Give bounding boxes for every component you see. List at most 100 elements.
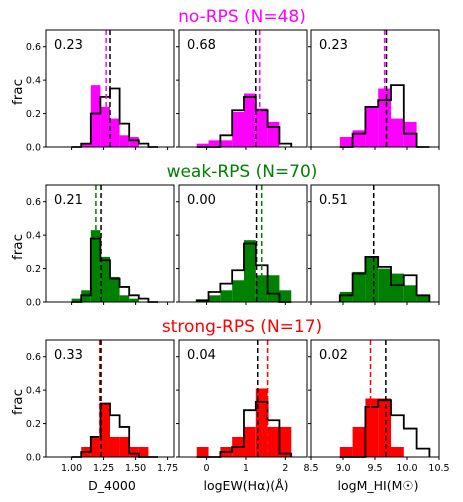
hist-bar — [279, 290, 292, 302]
panel-frame — [178, 184, 308, 303]
hist-bar — [119, 295, 130, 302]
hist-bar — [129, 298, 139, 302]
hist-bar — [255, 388, 268, 457]
hist-bar — [365, 256, 379, 302]
hist-bar — [403, 285, 417, 302]
hist-bar — [391, 273, 404, 302]
x-tick-label: 1.50 — [125, 463, 146, 474]
x-tick-label: 9.5 — [367, 463, 382, 474]
outline-histogram — [196, 400, 293, 458]
x-tick-label: 0 — [204, 463, 210, 474]
hist-bar — [365, 398, 379, 457]
y-tick-label: 0.4 — [26, 231, 41, 242]
panel-r2-c2: 0.02 8.5 9.0 9.5 10.0 10.5 — [303, 339, 450, 474]
hist-bar — [100, 403, 110, 457]
x-tick-label: 9.0 — [335, 463, 350, 474]
hist-bar — [129, 446, 139, 457]
hist-bar — [352, 271, 366, 302]
panel-grid: 0.230.00.20.40.6 0.68 0.230.210.00.20.40.6… — [26, 29, 450, 474]
panel-frame — [45, 29, 175, 148]
outline-histogram — [71, 237, 158, 303]
p-value-label: 0.00 — [187, 193, 216, 208]
hist-bar — [243, 240, 256, 302]
outline-histogram — [339, 84, 430, 148]
y-tick-label: 0.6 — [26, 42, 41, 53]
hist-bar — [232, 111, 244, 147]
panel-frame — [45, 184, 175, 303]
hist-bar — [378, 268, 391, 302]
hist-bar — [339, 291, 353, 302]
row-title-0: no-RPS (N=48) — [178, 7, 306, 27]
hist-bar — [365, 106, 379, 147]
x-tick-label: 2 — [282, 463, 288, 474]
hist-bar — [352, 426, 366, 457]
x-axis-label-d4000: D_4000 — [88, 478, 136, 493]
hist-bar — [208, 140, 221, 147]
hist-bar — [71, 298, 82, 302]
p-value-label: 0.02 — [319, 348, 348, 363]
p-value-label: 0.04 — [187, 348, 216, 363]
hist-bar — [208, 295, 221, 302]
outline-histogram — [339, 399, 431, 458]
outline-histogram — [71, 402, 158, 458]
y-tick-label: 0.4 — [26, 386, 41, 397]
hist-bar — [255, 108, 268, 147]
y-axis-label-2: frac — [10, 389, 26, 415]
hist-bar — [100, 256, 110, 302]
panel-r0-c2: 0.23 — [308, 29, 440, 150]
x-axis-label-mhi: logM_HI(M☉) — [338, 478, 419, 493]
y-tick-label: 0.2 — [26, 109, 41, 120]
hist-bar — [416, 295, 430, 302]
hist-bar — [339, 446, 353, 457]
p-value-label: 0.33 — [54, 348, 83, 363]
outline-histogram — [195, 242, 292, 303]
hist-bar — [391, 118, 404, 147]
y-tick-label: 0.0 — [26, 143, 41, 154]
hist-bar — [220, 290, 233, 302]
x-tick-label: 1.75 — [157, 463, 178, 474]
y-axis-label-1: frac — [10, 234, 26, 260]
hist-bar — [220, 140, 233, 147]
panel-frame — [45, 339, 175, 458]
panel-r2-c0: 0.33 0.0 0.2 0.4 0.6 1.00 1.25 1.50 1.75 — [26, 339, 178, 474]
outline-histogram — [338, 255, 431, 302]
y-tick-label: 0.2 — [26, 419, 41, 430]
hist-bar — [196, 143, 209, 147]
p-value-label: 0.23 — [319, 38, 348, 53]
outline-histogram — [71, 87, 158, 148]
hist-bar — [196, 446, 209, 457]
hist-bar — [110, 276, 120, 302]
y-tick-label: 0.6 — [26, 352, 41, 363]
hist-bar — [279, 426, 292, 457]
x-tick-label: 10.0 — [396, 463, 417, 474]
hist-bar — [243, 93, 256, 147]
hist-bar — [119, 135, 130, 147]
x-tick-label: 1.25 — [93, 463, 114, 474]
hist-bar — [119, 436, 130, 457]
panel-frame — [178, 29, 308, 148]
y-tick-label: 0.0 — [26, 453, 41, 464]
panel-frame — [178, 339, 308, 458]
x-tick-label: 8.5 — [303, 463, 318, 474]
row-title-2: strong-RPS (N=17) — [162, 317, 322, 337]
x-axis-label-ewha: logEW(Hα)(Å) — [203, 478, 288, 493]
hist-bar — [255, 275, 268, 302]
hist-bar — [267, 275, 280, 302]
panel-r0-c1: 0.68 — [176, 29, 308, 150]
hist-bar — [378, 88, 391, 147]
hist-bar — [110, 436, 120, 457]
y-tick-label: 0.0 — [26, 298, 41, 309]
x-tick-label: 1 — [243, 463, 249, 474]
hist-bar — [339, 136, 353, 147]
y-tick-label: 0.2 — [26, 264, 41, 275]
panel-r1-c0: 0.21 0.0 0.2 0.4 0.6 — [26, 184, 175, 309]
p-value-label: 0.21 — [54, 193, 83, 208]
hist-bar — [378, 398, 391, 457]
hist-bar — [90, 85, 101, 147]
hist-bar — [267, 426, 280, 457]
p-value-label: 0.68 — [187, 38, 216, 53]
hist-bar — [391, 446, 404, 457]
outline-histogram — [196, 95, 293, 148]
hist-bar — [243, 426, 256, 457]
